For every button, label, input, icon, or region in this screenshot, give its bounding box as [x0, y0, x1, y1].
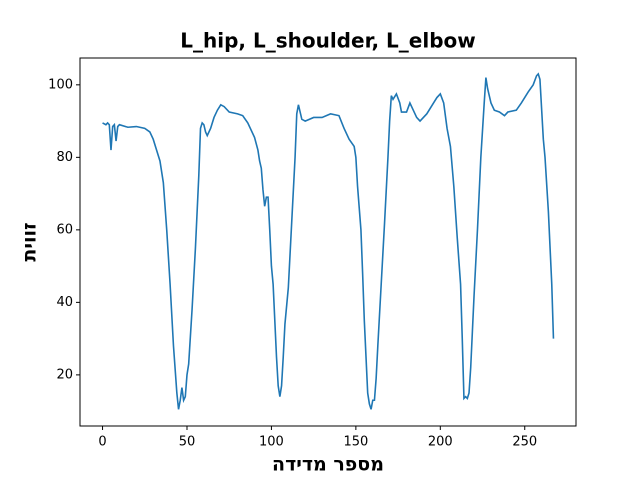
y-axis-label: זווית — [19, 222, 41, 261]
x-tick-label: 250 — [512, 435, 537, 450]
data-line — [102, 72, 555, 410]
y-tick-label: 100 — [48, 77, 73, 92]
x-tick-label: 200 — [428, 435, 453, 450]
plot-frame — [79, 57, 577, 427]
x-tick-label: 0 — [98, 435, 106, 450]
x-tick-label: 50 — [179, 435, 196, 450]
y-tick-label: 60 — [56, 222, 73, 237]
chart-title: L_hip, L_shoulder, L_elbow — [180, 29, 476, 53]
y-tick-label: 80 — [56, 150, 73, 165]
x-tick-label: 150 — [343, 435, 368, 450]
y-tick-label: 40 — [56, 295, 73, 310]
y-tick-label: 20 — [56, 367, 73, 382]
x-axis-label: מספר מדידה — [272, 454, 384, 476]
x-tick-label: 100 — [259, 435, 284, 450]
